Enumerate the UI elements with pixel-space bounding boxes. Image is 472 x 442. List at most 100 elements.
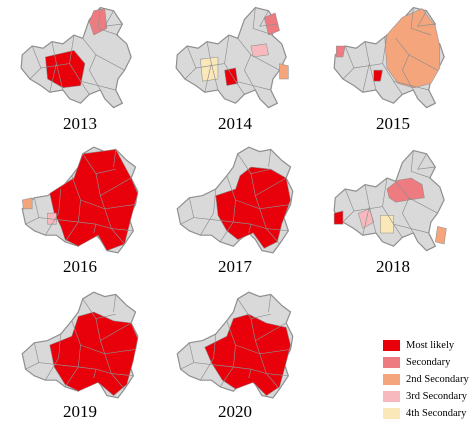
legend-item-2nd-secondary: 2nd Secondary [383,371,472,388]
year-label: 2019 [63,402,97,421]
year-label: 2013 [63,114,97,133]
legend-item-secondary: Secondary [383,354,472,371]
district-border [250,368,289,377]
district-border [195,63,225,69]
district-border [255,195,261,209]
district-border [45,188,62,236]
district-border [250,54,280,71]
district-border [417,153,436,170]
year-label: 2015 [376,114,410,133]
highlighted-region [386,177,425,203]
district-border [353,206,383,212]
district-border [193,362,234,368]
legend-label: Secondary [406,357,451,368]
district-border [89,70,101,91]
district-border [95,54,125,71]
legend-swatch [383,391,400,402]
region-map [175,6,289,109]
map-panel-2018: 2018 [318,145,468,285]
district-border [393,80,429,91]
district-border [95,223,134,232]
district-border [45,333,62,381]
district-border [184,45,197,80]
region-map [333,149,447,252]
district-border [259,10,278,27]
district-border [244,70,256,91]
map-outline [175,6,287,109]
highlighted-region [200,56,219,82]
legend-swatch [383,374,400,385]
district-border [211,63,219,91]
map-outline [333,149,445,252]
map-panel-2015: 2015 [318,2,468,142]
region-map [20,6,132,109]
district-border [268,149,272,168]
legend-label: 4th Secondary [406,408,467,419]
highlighted-region [49,311,139,396]
district-border [193,217,234,223]
region-map [21,146,139,254]
region-map [176,291,294,399]
year-label: 2016 [63,257,97,276]
highlighted-region [215,166,291,249]
district-border [219,175,236,242]
highlighted-region [380,215,394,234]
district-border [97,7,119,36]
district-border [382,177,403,238]
district-border [95,368,134,377]
year-label: 2018 [376,257,410,276]
region-map [333,6,445,109]
district-border [268,294,272,313]
legend: Most likely Secondary 2nd Secondary 3rd … [383,337,472,422]
district-border [382,34,403,95]
legend-item-most-likely: Most likely [383,337,472,354]
map-panel-2016: 2016 [5,145,155,285]
highlighted-region [224,67,239,86]
region-map [176,146,294,254]
district-border [408,197,438,214]
district-border [224,34,245,95]
district-border [56,63,64,91]
district-border [402,213,414,234]
map-panel-2013: 2013 [5,2,155,142]
district-border [408,54,438,71]
district-border [353,63,383,69]
district-border [250,223,289,232]
legend-item-3rd-secondary: 3rd Secondary [383,388,472,405]
district-border [369,63,377,91]
district-border [113,294,117,313]
district-border [100,340,106,354]
district-border [40,63,70,69]
district-border [417,10,436,27]
district-border [219,320,236,387]
district-border [200,333,217,381]
district-border [80,80,116,91]
district-border [64,320,81,387]
highlighted-region [358,208,375,230]
year-label: 2014 [218,114,252,133]
district-border [252,7,274,36]
district-border [69,34,90,95]
map-panel-2017: 2017 [160,145,310,285]
legend-item-4th-secondary: 4th Secondary [383,405,472,422]
highlighted-region [333,210,344,225]
map-panel-2014: 2014 [160,2,310,142]
highlighted-region [250,43,269,58]
district-border [100,195,106,209]
legend-label: 2nd Secondary [406,374,469,385]
district-border [113,149,117,168]
district-border [369,206,377,234]
district-border [38,362,79,368]
district-border [200,188,217,236]
legend-swatch [383,357,400,368]
map-panel-2019: 2019 [5,290,155,430]
district-border [255,340,261,354]
year-label: 2017 [218,257,252,276]
highlighted-region [47,212,57,225]
region-map [21,291,139,399]
highlighted-region [263,12,280,36]
highlighted-region [384,8,441,89]
map-panel-2020: 2020 [160,290,310,430]
district-border [235,80,271,91]
legend-label: 3rd Secondary [406,391,467,402]
